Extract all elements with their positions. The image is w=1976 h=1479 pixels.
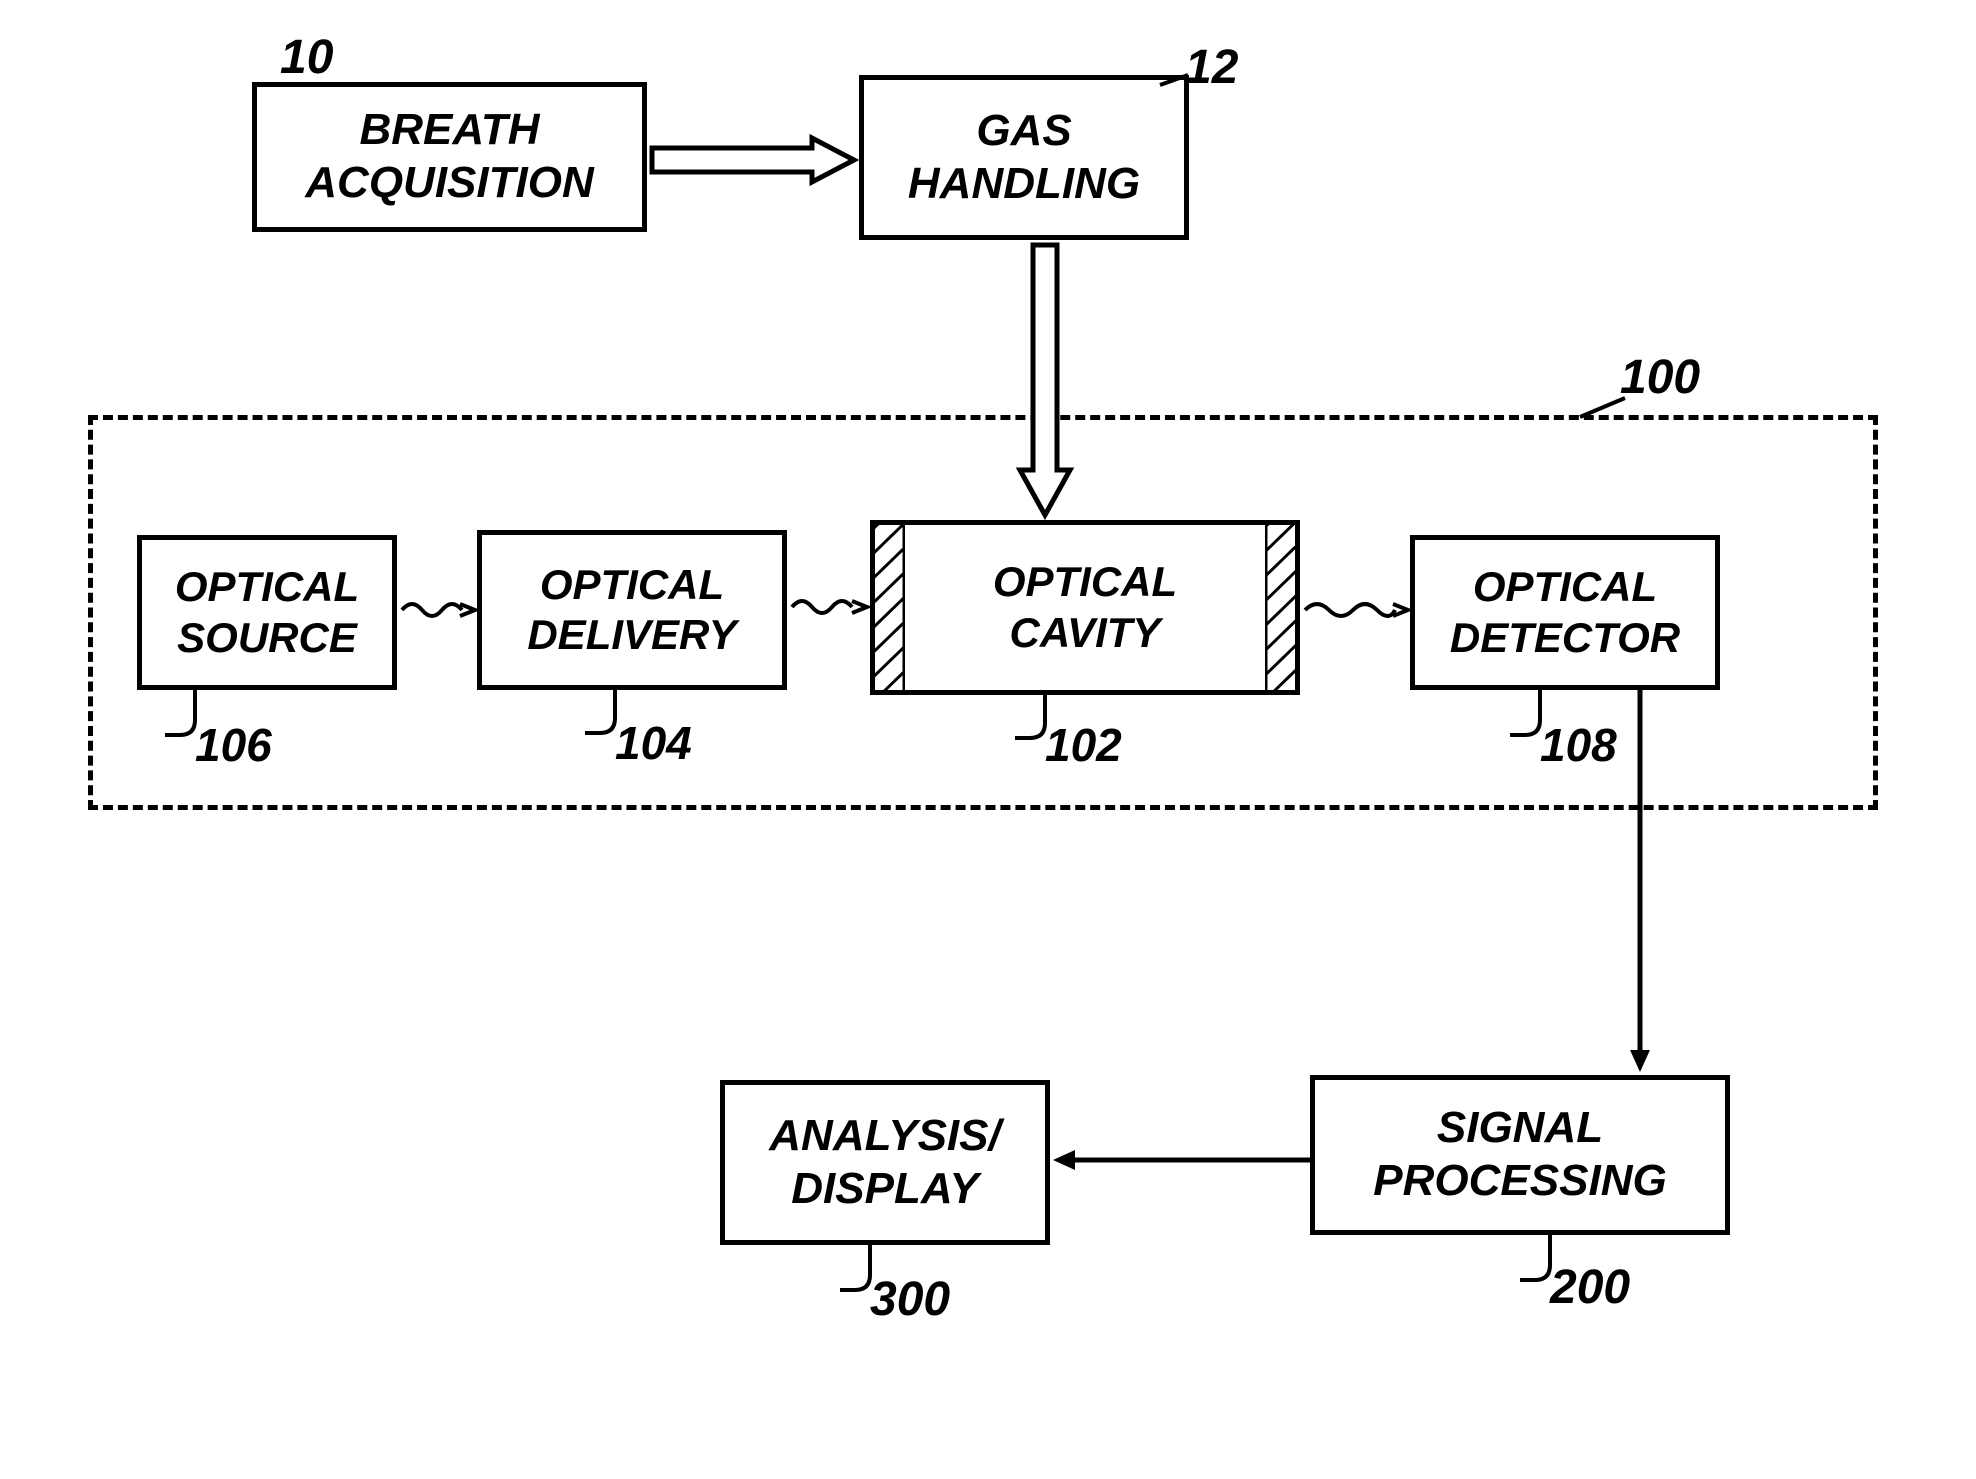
leader-106 — [165, 690, 205, 740]
wavy-cavity-to-detector — [1300, 595, 1410, 625]
ref-104: 104 — [615, 716, 692, 770]
ref-300: 300 — [870, 1272, 950, 1327]
optical-detector-box: OPTICAL DETECTOR — [1410, 535, 1720, 690]
leader-100 — [1580, 395, 1630, 420]
optical-delivery-box: OPTICAL DELIVERY — [477, 530, 787, 690]
leader-102 — [1015, 695, 1055, 743]
leader-300 — [840, 1245, 880, 1295]
optical-source-box: OPTICAL SOURCE — [137, 535, 397, 690]
arrow-detector-to-signal — [1625, 690, 1655, 1075]
arrow-breath-to-gas — [647, 135, 859, 185]
ref-102: 102 — [1045, 718, 1122, 772]
cavity-mirror-right — [1265, 525, 1295, 690]
leader-104 — [585, 690, 625, 738]
ref-100: 100 — [1620, 350, 1700, 405]
wavy-delivery-to-cavity — [787, 592, 870, 622]
gas-handling-label: GAS HANDLING — [908, 105, 1140, 211]
wavy-source-to-delivery — [397, 595, 477, 625]
optical-detector-label: OPTICAL DETECTOR — [1450, 562, 1680, 663]
ref-106: 106 — [195, 718, 272, 772]
signal-processing-box: SIGNAL PROCESSING — [1310, 1075, 1730, 1235]
breath-acquisition-box: BREATH ACQUISITION — [252, 82, 647, 232]
leader-12 — [1160, 70, 1200, 90]
ref-200: 200 — [1550, 1260, 1630, 1315]
optical-cavity-box: OPTICAL CAVITY — [870, 520, 1300, 695]
leader-200 — [1520, 1235, 1560, 1285]
optical-cavity-label: OPTICAL CAVITY — [993, 557, 1177, 658]
analysis-display-label: ANALYSIS/ DISPLAY — [769, 1110, 1000, 1216]
optical-source-label: OPTICAL SOURCE — [175, 562, 359, 663]
cavity-mirror-left — [875, 525, 905, 690]
gas-handling-box: GAS HANDLING — [859, 75, 1189, 240]
leader-108 — [1510, 690, 1550, 740]
ref-108: 108 — [1540, 718, 1617, 772]
signal-processing-label: SIGNAL PROCESSING — [1373, 1102, 1666, 1208]
ref-10: 10 — [280, 30, 333, 85]
analysis-display-box: ANALYSIS/ DISPLAY — [720, 1080, 1050, 1245]
arrow-gas-to-cavity — [1015, 240, 1075, 520]
arrow-signal-to-analysis — [1050, 1145, 1310, 1175]
breath-acquisition-label: BREATH ACQUISITION — [305, 104, 593, 210]
optical-delivery-label: OPTICAL DELIVERY — [527, 560, 736, 661]
